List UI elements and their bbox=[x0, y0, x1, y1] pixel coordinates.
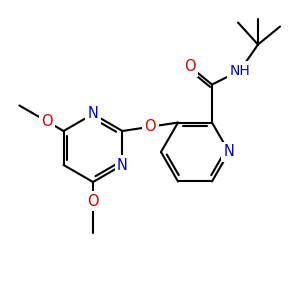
Text: O: O bbox=[144, 119, 156, 134]
Text: N: N bbox=[224, 145, 234, 160]
Text: O: O bbox=[87, 194, 99, 208]
Text: N: N bbox=[88, 106, 98, 122]
Text: N: N bbox=[117, 158, 128, 172]
Text: NH: NH bbox=[230, 64, 250, 78]
Text: O: O bbox=[41, 114, 53, 129]
Text: O: O bbox=[184, 59, 196, 74]
